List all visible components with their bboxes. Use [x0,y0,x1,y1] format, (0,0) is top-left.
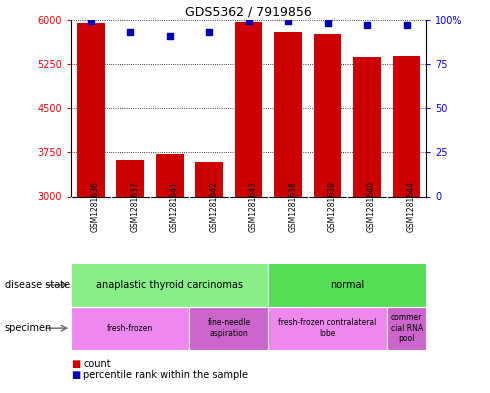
Text: count: count [83,358,111,369]
Bar [353,57,381,196]
Text: fresh-frozen contralateral
lobe: fresh-frozen contralateral lobe [278,318,377,338]
Bar [235,22,263,196]
Point [284,18,292,24]
Text: GSM1281643: GSM1281643 [248,181,258,232]
Bar [196,162,223,196]
Bar [117,160,144,196]
Text: GSM1281644: GSM1281644 [407,181,416,232]
Title: GDS5362 / 7919856: GDS5362 / 7919856 [185,6,312,18]
Text: ■: ■ [71,370,80,380]
Bar [269,307,387,350]
Text: ■: ■ [71,358,80,369]
Bar [71,307,190,350]
Bar [156,154,184,196]
Text: percentile rank within the sample: percentile rank within the sample [83,370,248,380]
Bar [393,56,420,196]
Point [324,20,332,26]
Text: GSM1281639: GSM1281639 [328,181,337,232]
Point [363,22,371,28]
Bar [71,263,269,307]
Text: GSM1281641: GSM1281641 [170,181,179,232]
Text: normal: normal [330,280,365,290]
Point [205,29,213,35]
Text: fresh-frozen: fresh-frozen [107,324,153,332]
Text: GSM1281642: GSM1281642 [209,181,218,232]
Text: GSM1281636: GSM1281636 [91,181,100,232]
Point [403,22,411,28]
Bar [190,307,269,350]
Point [87,18,95,24]
Bar [77,22,104,196]
Point [126,29,134,35]
Text: anaplastic thyroid carcinomas: anaplastic thyroid carcinomas [96,280,243,290]
Text: specimen: specimen [5,323,52,333]
Text: GSM1281637: GSM1281637 [130,181,139,232]
Text: disease state: disease state [5,280,70,290]
Text: fine-needle
aspiration: fine-needle aspiration [207,318,250,338]
Bar [314,34,342,197]
Bar [274,32,302,196]
Bar [269,263,426,307]
Point [166,33,173,39]
Text: commer
cial RNA
pool: commer cial RNA pool [391,313,423,343]
Text: GSM1281640: GSM1281640 [367,181,376,232]
Text: GSM1281638: GSM1281638 [288,181,297,232]
Point [245,18,253,24]
Bar [387,307,426,350]
